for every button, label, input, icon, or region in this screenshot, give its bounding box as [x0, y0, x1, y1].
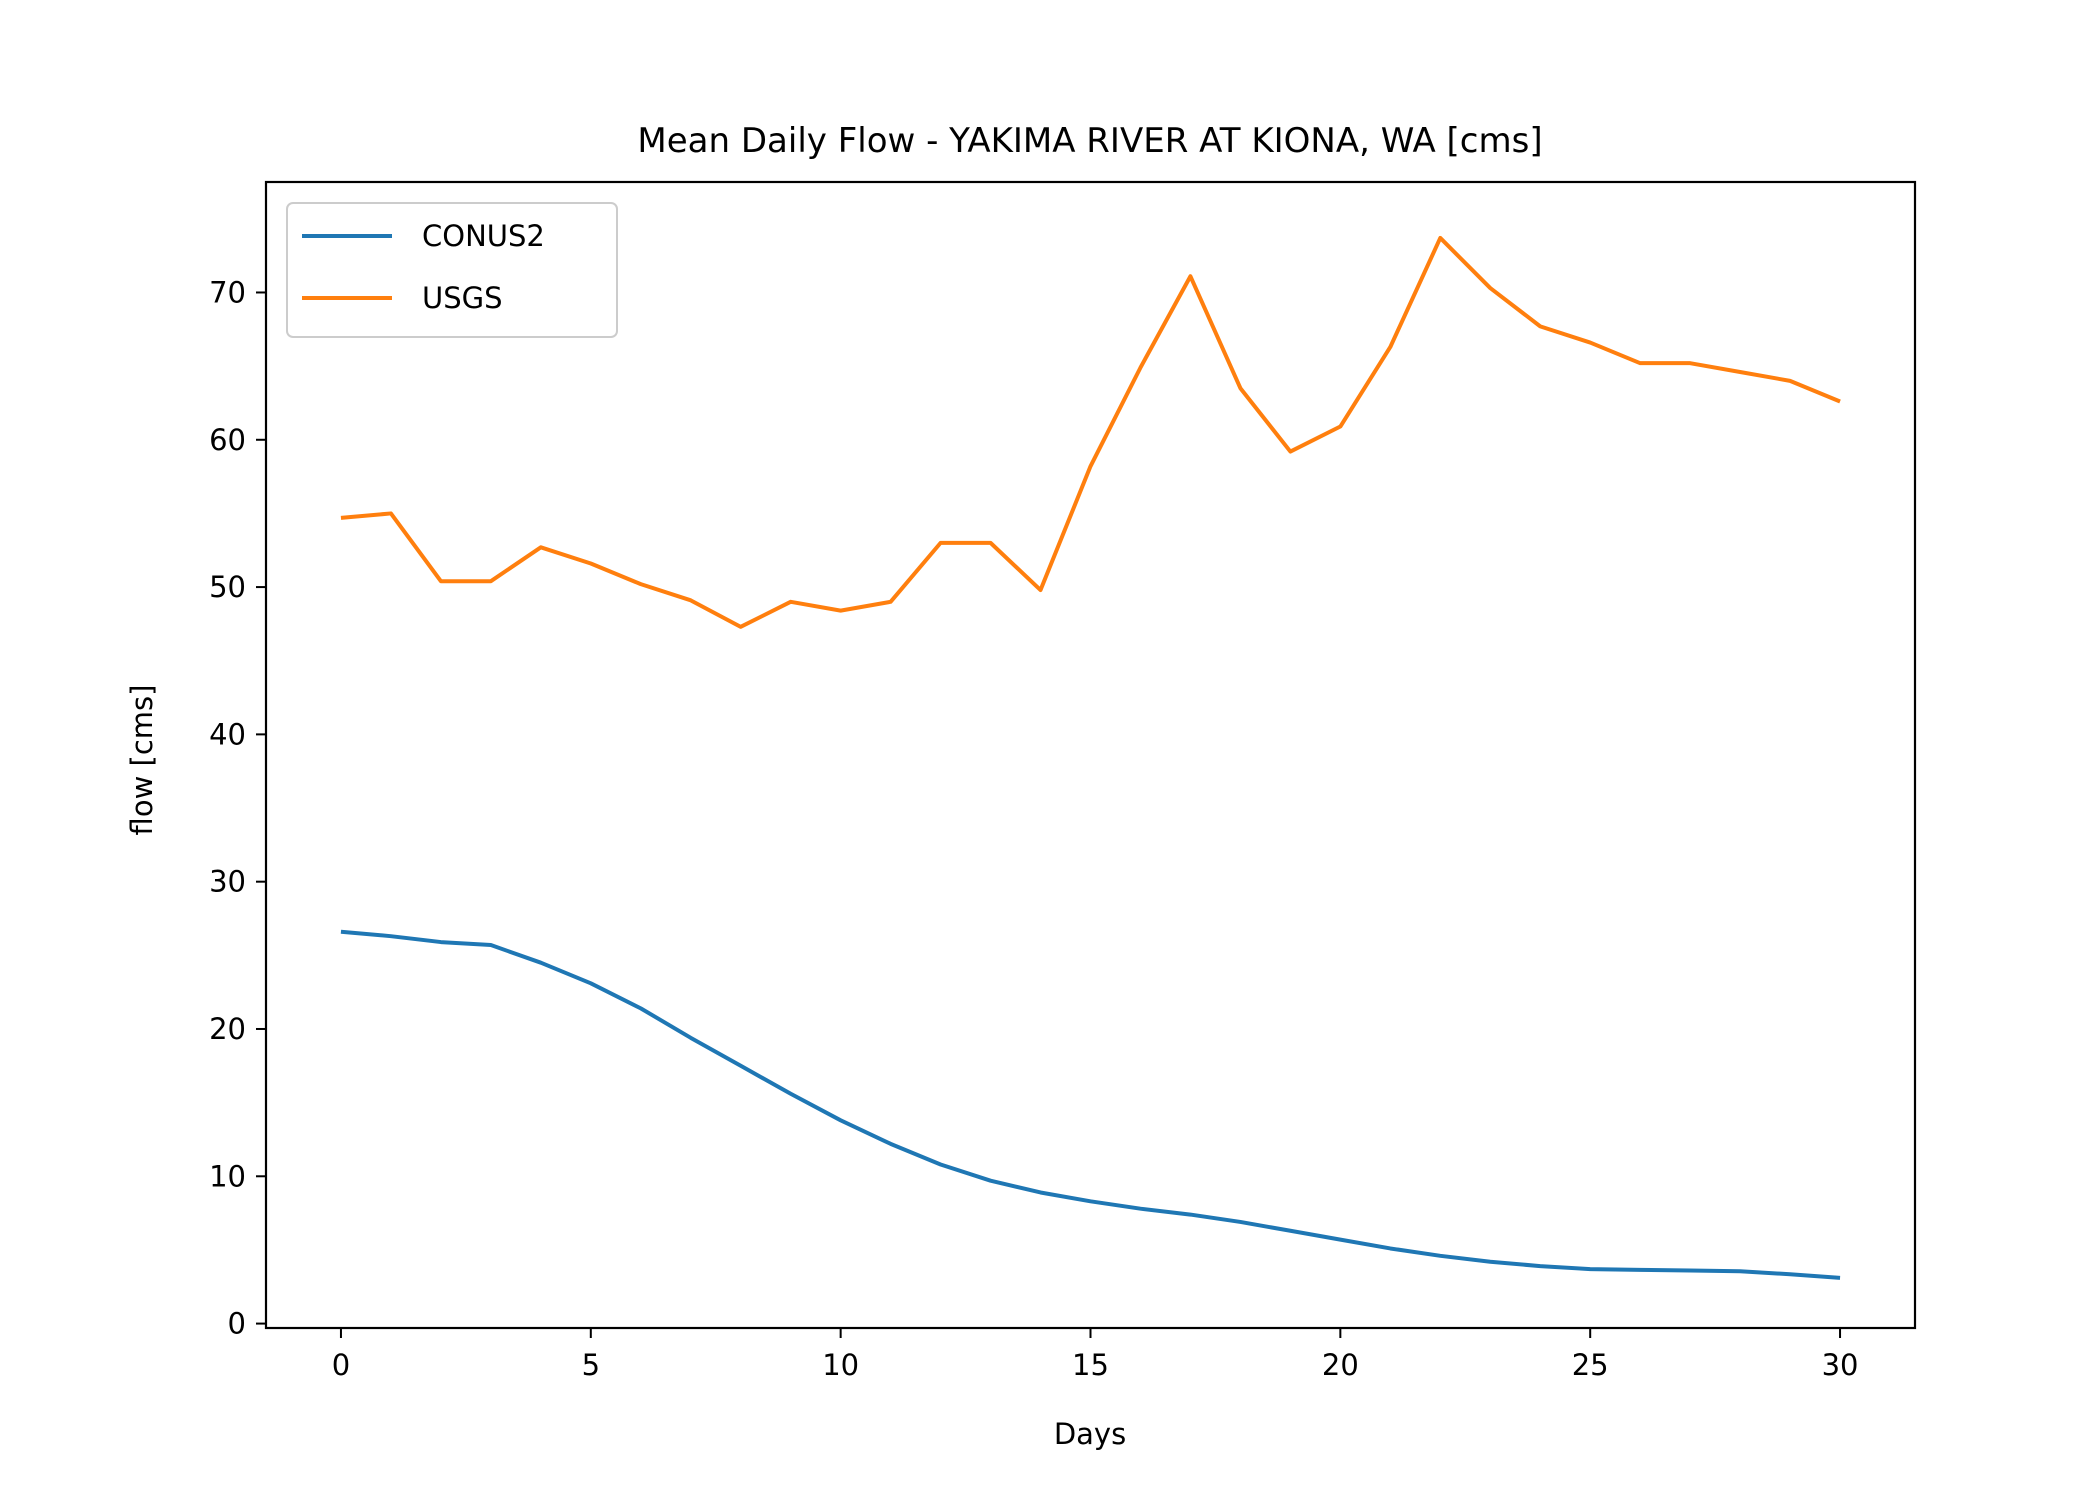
x-tick-label: 30: [1822, 1348, 1859, 1382]
x-tick-label: 25: [1572, 1348, 1609, 1382]
y-axis-label: flow [cms]: [125, 685, 159, 836]
x-axis: 0 5 10 15 20 25 30: [332, 1328, 1859, 1382]
x-tick-label: 5: [582, 1348, 600, 1382]
series-line-conus2: [340, 929, 1841, 1280]
y-tick-label: 10: [209, 1159, 246, 1193]
plot-frame: [264, 180, 1917, 1330]
series-line-usgs: [340, 235, 1841, 629]
plot-area: [264, 180, 1917, 1330]
y-tick-label: 60: [209, 423, 246, 457]
x-tick-label: 15: [1072, 1348, 1109, 1382]
legend-label-usgs: USGS: [422, 281, 503, 315]
y-tick-label: 30: [209, 865, 246, 899]
y-tick-label: 40: [209, 717, 246, 751]
y-tick-label: 70: [209, 275, 246, 309]
x-tick-label: 20: [1322, 1348, 1359, 1382]
y-tick-label: 0: [228, 1307, 246, 1341]
y-tick-label: 50: [209, 570, 246, 604]
x-tick-label: 10: [822, 1348, 859, 1382]
x-tick-label: 0: [332, 1348, 350, 1382]
legend-label-conus2: CONUS2: [422, 219, 545, 253]
x-axis-label: Days: [1054, 1417, 1126, 1451]
y-axis: 0 10 20 30 40 50 60 70: [209, 275, 266, 1341]
y-tick-label: 20: [209, 1012, 246, 1046]
legend: CONUS2 USGS: [286, 202, 618, 338]
chart-title: Mean Daily Flow - YAKIMA RIVER AT KIONA,…: [637, 121, 1542, 161]
